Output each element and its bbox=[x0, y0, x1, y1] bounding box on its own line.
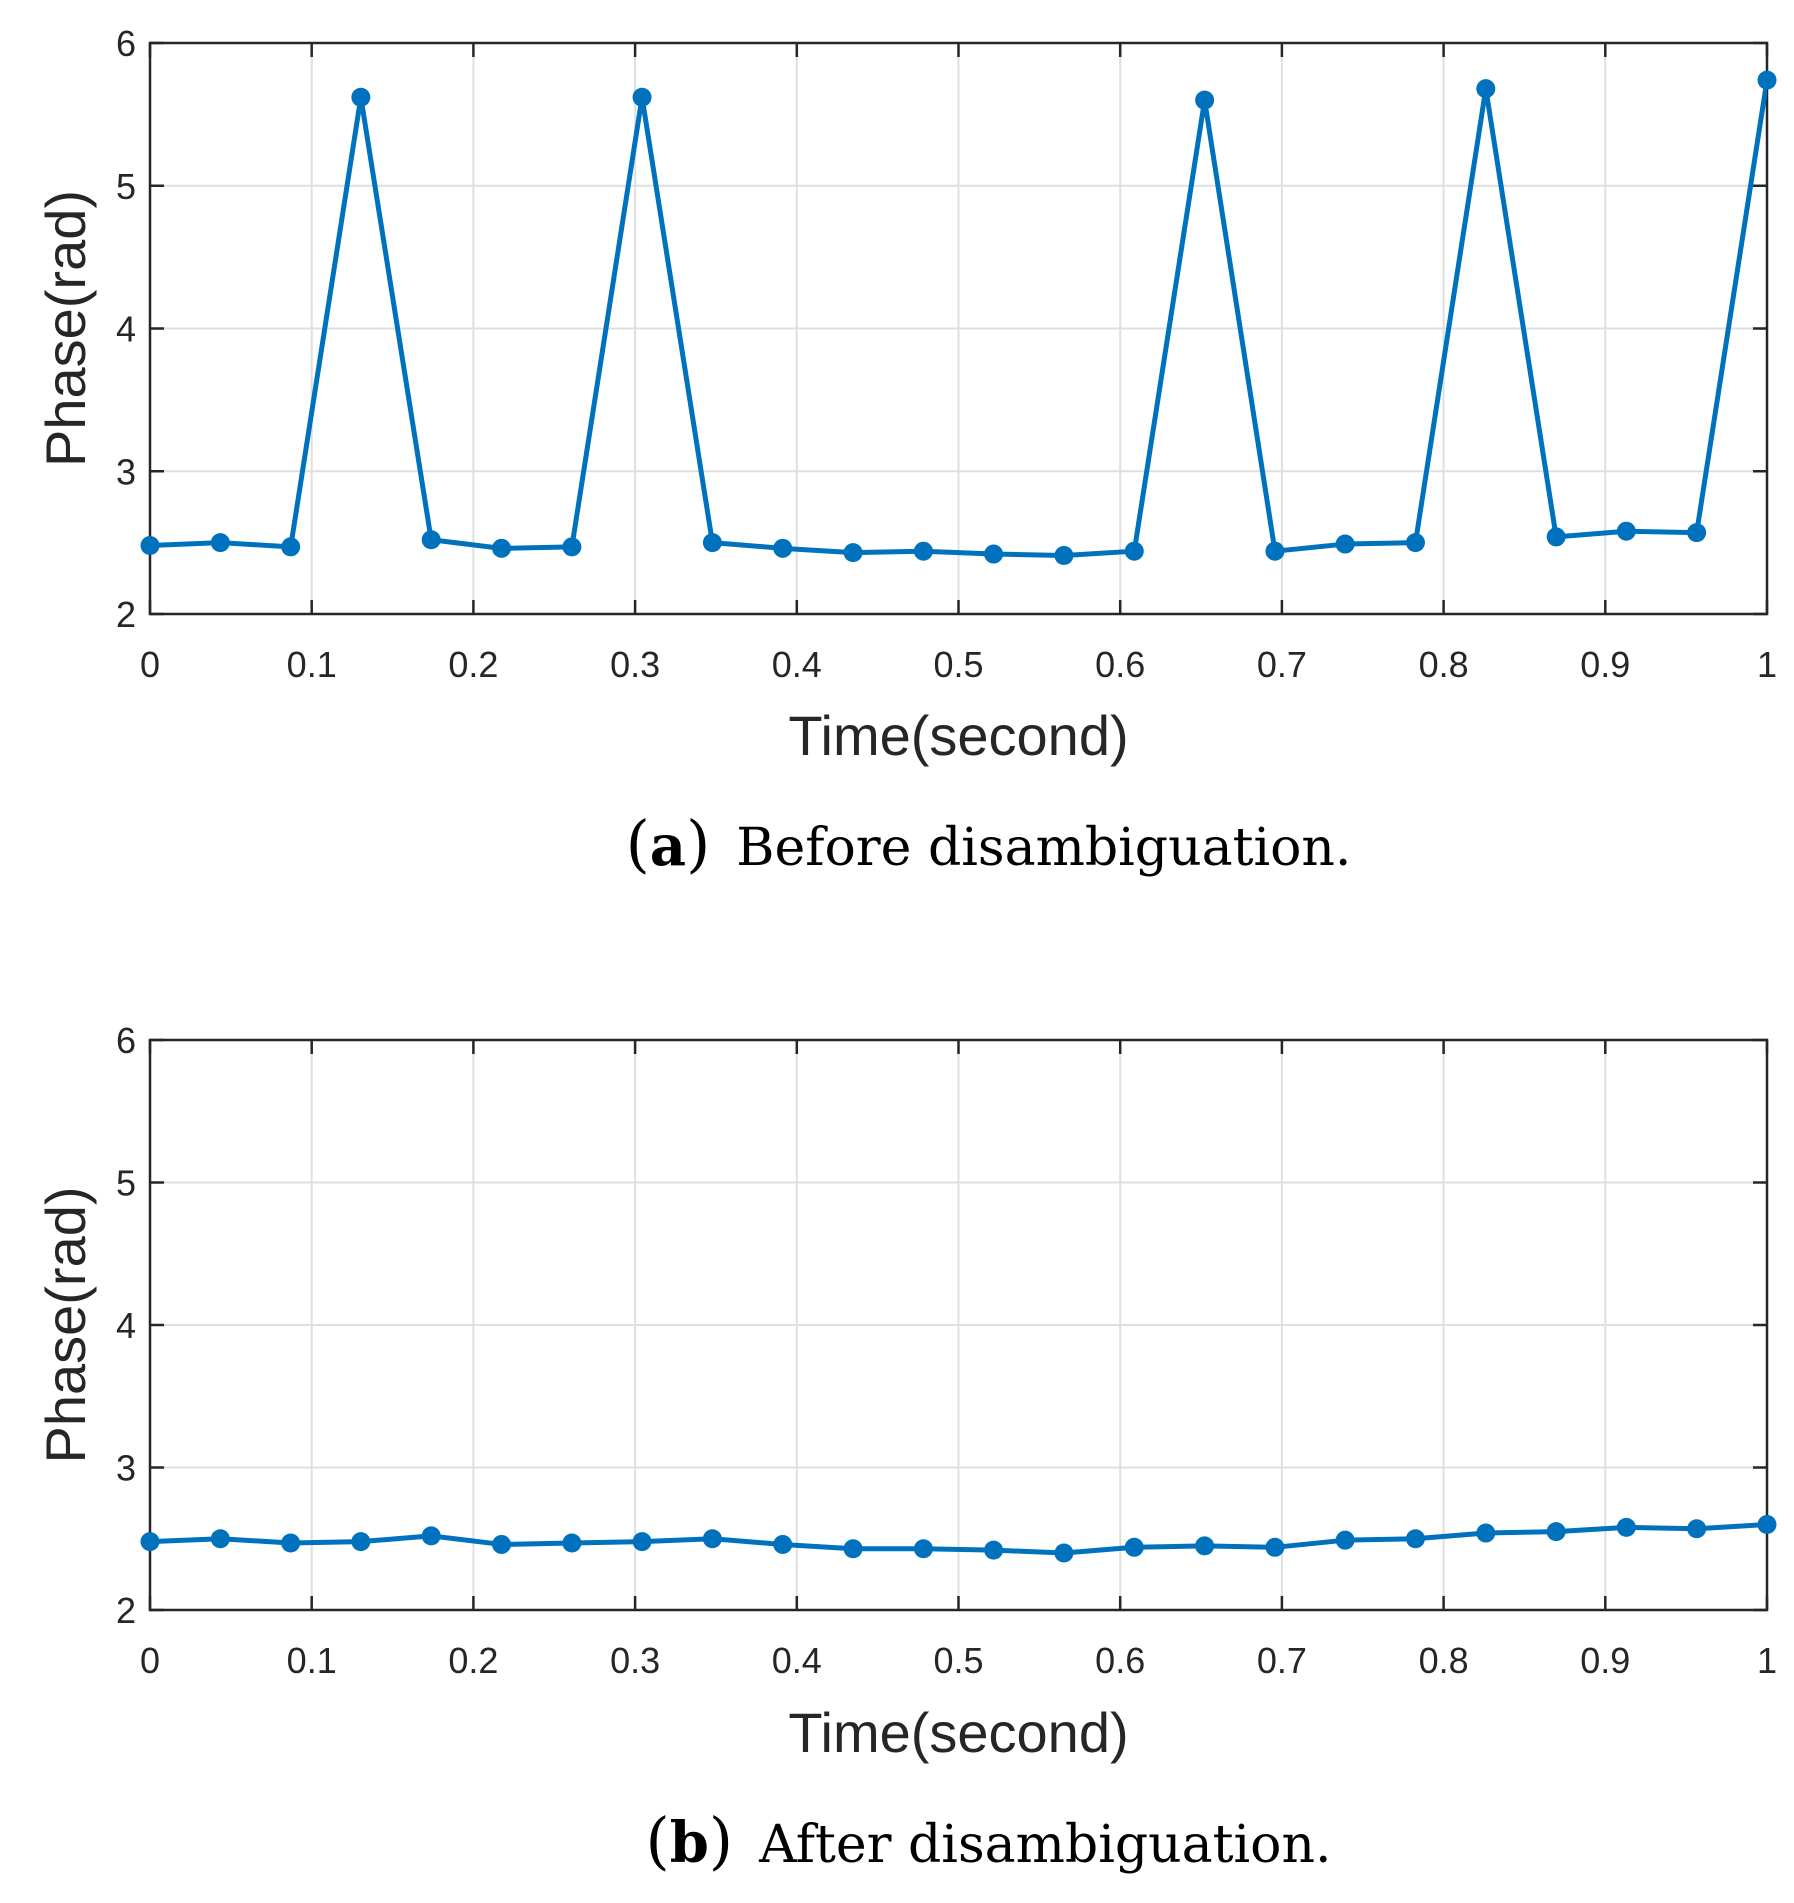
y-axis-label: Phase(rad) bbox=[34, 1186, 97, 1463]
data-point bbox=[1476, 1523, 1496, 1543]
data-point bbox=[1476, 79, 1496, 99]
data-point bbox=[1687, 1519, 1707, 1539]
caption-open-paren: ( bbox=[626, 807, 650, 880]
data-point bbox=[1195, 90, 1215, 110]
data-point bbox=[1054, 1543, 1074, 1563]
y-tick-label: 3 bbox=[116, 1448, 136, 1489]
x-tick-label: 0.9 bbox=[1580, 644, 1630, 685]
data-point bbox=[281, 1533, 301, 1553]
data-point bbox=[492, 1534, 512, 1554]
caption-open-paren: ( bbox=[646, 1804, 670, 1877]
x-tick-label: 0 bbox=[140, 644, 160, 685]
x-tick-label: 1 bbox=[1757, 1640, 1777, 1681]
y-tick-label: 6 bbox=[116, 23, 136, 64]
data-point bbox=[1405, 533, 1425, 553]
data-point bbox=[281, 537, 301, 557]
data-point bbox=[913, 1539, 933, 1559]
x-tick-label: 0.5 bbox=[933, 1640, 983, 1681]
caption-text: Before disambiguation. bbox=[736, 818, 1351, 878]
x-tick-label: 0 bbox=[140, 1640, 160, 1681]
data-point bbox=[1687, 523, 1707, 543]
data-point bbox=[562, 1533, 582, 1553]
data-point bbox=[1616, 1517, 1636, 1537]
data-point bbox=[1124, 1537, 1144, 1557]
panel-caption: (b) After disambiguation. bbox=[646, 1804, 1332, 1877]
data-point bbox=[1054, 545, 1074, 565]
y-tick-label: 2 bbox=[116, 1590, 136, 1631]
x-tick-label: 0.8 bbox=[1419, 644, 1469, 685]
data-point bbox=[702, 533, 722, 553]
y-tick-label: 4 bbox=[116, 1305, 136, 1346]
data-point bbox=[140, 1532, 160, 1552]
data-point bbox=[913, 541, 933, 561]
panel-a: 0 0.1 0.2 0.3 0.4 0.5 0.6 0.7 0.8 0.9 1 2 3 4 5 6 Time(s… bbox=[34, 23, 1777, 880]
x-tick-label: 0.9 bbox=[1580, 1640, 1630, 1681]
data-point bbox=[210, 533, 230, 553]
y-tick-label: 2 bbox=[116, 594, 136, 635]
x-tick-label: 0.1 bbox=[287, 644, 337, 685]
caption-panel-letter: a bbox=[650, 813, 686, 879]
data-point bbox=[140, 535, 160, 555]
data-point bbox=[562, 537, 582, 557]
data-point bbox=[773, 538, 793, 558]
data-point bbox=[773, 1534, 793, 1554]
data-point bbox=[1757, 1515, 1777, 1534]
data-point bbox=[1546, 527, 1566, 547]
y-tick-label: 5 bbox=[116, 166, 136, 207]
x-tick-label: 0.4 bbox=[772, 1640, 822, 1681]
data-point bbox=[843, 543, 863, 563]
x-tick-label: 0.6 bbox=[1095, 644, 1145, 685]
data-point bbox=[1546, 1522, 1566, 1542]
x-tick-label: 0.5 bbox=[933, 644, 983, 685]
x-tick-label: 0.4 bbox=[772, 644, 822, 685]
y-tick-label: 4 bbox=[116, 309, 136, 350]
data-point bbox=[1124, 541, 1144, 561]
data-point bbox=[1335, 534, 1355, 554]
data-point bbox=[1335, 1530, 1355, 1550]
x-axis-label: Time(second) bbox=[788, 1701, 1128, 1764]
x-tick-label: 0.2 bbox=[448, 1640, 498, 1681]
caption-close-paren: ) bbox=[686, 807, 710, 880]
caption-text: After disambiguation. bbox=[758, 1815, 1331, 1875]
data-point bbox=[1195, 1536, 1215, 1556]
data-point bbox=[1757, 70, 1777, 90]
x-tick-label: 0.3 bbox=[610, 644, 660, 685]
data-point bbox=[421, 530, 441, 550]
data-point bbox=[492, 538, 512, 558]
caption-close-paren: ) bbox=[709, 1804, 733, 1877]
x-tick-label: 0.8 bbox=[1419, 1640, 1469, 1681]
data-point bbox=[1265, 541, 1285, 561]
data-point bbox=[1616, 521, 1636, 541]
data-point bbox=[702, 1529, 722, 1549]
data-point bbox=[210, 1529, 230, 1549]
data-point bbox=[632, 1532, 652, 1552]
y-tick-label: 3 bbox=[116, 451, 136, 492]
x-tick-label: 0.7 bbox=[1257, 644, 1307, 685]
data-point bbox=[843, 1539, 863, 1559]
y-tick-label: 5 bbox=[116, 1163, 136, 1204]
x-tick-label: 0.6 bbox=[1095, 1640, 1145, 1681]
data-point bbox=[351, 87, 371, 107]
x-tick-label: 1 bbox=[1757, 644, 1777, 685]
caption-panel-letter: b bbox=[670, 1810, 709, 1876]
panel-caption: (a) Before disambiguation. bbox=[626, 807, 1352, 880]
x-tick-label: 0.7 bbox=[1257, 1640, 1307, 1681]
data-point bbox=[421, 1526, 441, 1546]
data-point bbox=[1265, 1537, 1285, 1557]
y-axis-label: Phase(rad) bbox=[34, 190, 97, 467]
x-tick-label: 0.1 bbox=[287, 1640, 337, 1681]
data-point bbox=[1405, 1529, 1425, 1549]
data-point bbox=[984, 1540, 1004, 1560]
y-tick-label: 6 bbox=[116, 1020, 136, 1061]
series-line bbox=[150, 79, 1767, 558]
series-line bbox=[150, 1522, 1767, 1556]
data-point bbox=[984, 544, 1004, 564]
x-axis-label: Time(second) bbox=[788, 704, 1128, 767]
x-tick-label: 0.2 bbox=[448, 644, 498, 685]
x-tick-label: 0.3 bbox=[610, 1640, 660, 1681]
data-point bbox=[632, 87, 652, 107]
data-point bbox=[351, 1532, 371, 1552]
panel-b: 0 0.1 0.2 0.3 0.4 0.5 0.6 0.7 0.8 0.9 1 2 3 4 5 6 Time(s… bbox=[34, 1020, 1777, 1877]
